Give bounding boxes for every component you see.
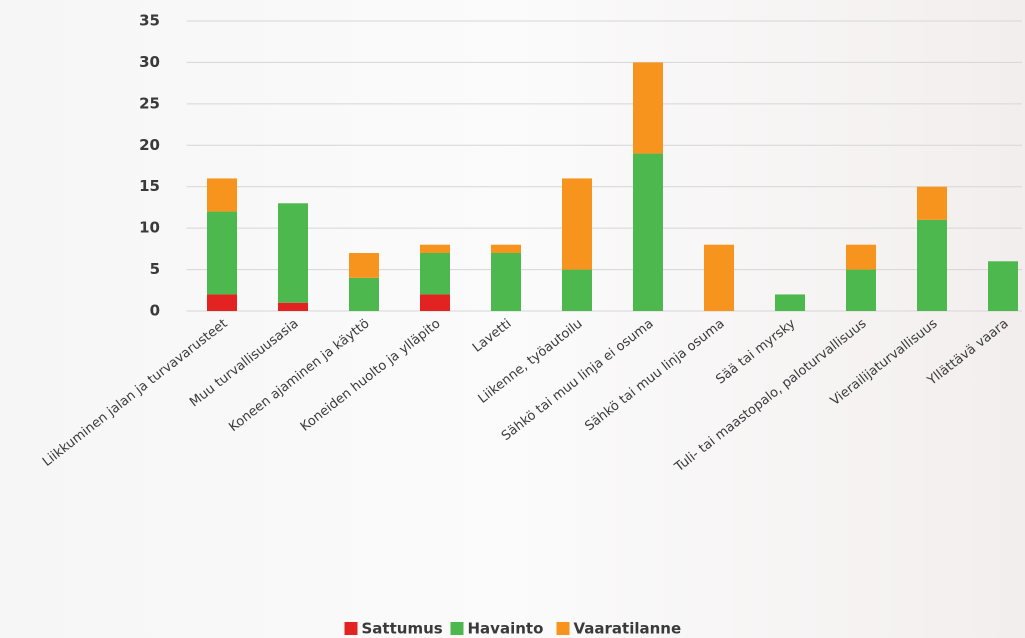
bar-segment [704, 245, 734, 311]
bar-segment [775, 294, 805, 311]
bar-segment [420, 245, 450, 253]
bar-segment [917, 220, 947, 311]
y-tick-label: 10 [139, 219, 160, 237]
x-tick-label: Sähkö tai muu linja ei osuma [499, 316, 657, 444]
bar-segment [846, 270, 876, 311]
legend-swatch [451, 622, 464, 635]
y-tick-label: 5 [150, 260, 160, 278]
bar-segment [420, 253, 450, 294]
y-tick-label: 30 [139, 53, 160, 71]
legend-swatch [557, 622, 570, 635]
bar-segment [491, 253, 521, 311]
bar-segment [562, 270, 592, 311]
x-tick-label: Koneen ajaminen ja käyttö [226, 316, 372, 435]
x-tick-label: Lavetti [470, 316, 514, 355]
bar-segment [562, 178, 592, 269]
bar-segment [349, 278, 379, 311]
bar-segment [207, 178, 237, 211]
y-tick-label: 15 [139, 177, 160, 195]
bar-segment [846, 245, 876, 270]
legend-swatch [345, 622, 358, 635]
legend-label: Sattumus [362, 620, 443, 638]
bar-segment [349, 253, 379, 278]
bar-segment [917, 187, 947, 220]
legend-label: Vaaratilanne [574, 620, 682, 638]
bar-segment [207, 212, 237, 295]
y-tick-label: 25 [139, 94, 160, 112]
bar-segment [278, 203, 308, 302]
bar-segment [420, 294, 450, 311]
y-tick-label: 20 [139, 136, 160, 154]
chart: 05101520253035Liikkuminen jalan ja turva… [0, 0, 1025, 638]
y-tick-label: 35 [139, 12, 160, 30]
bar-segment [207, 294, 237, 311]
legend-label: Havainto [468, 620, 544, 638]
bar-segment [633, 154, 663, 311]
bar-segment [988, 261, 1018, 311]
x-tick-label: Sähkö tai muu linja osuma [582, 316, 727, 434]
bar-segment [633, 62, 663, 153]
x-tick-label: Koneiden huolto ja ylläpito [298, 316, 444, 434]
bar-segment [491, 245, 521, 253]
bar-segment [278, 303, 308, 311]
y-tick-label: 0 [150, 302, 160, 320]
